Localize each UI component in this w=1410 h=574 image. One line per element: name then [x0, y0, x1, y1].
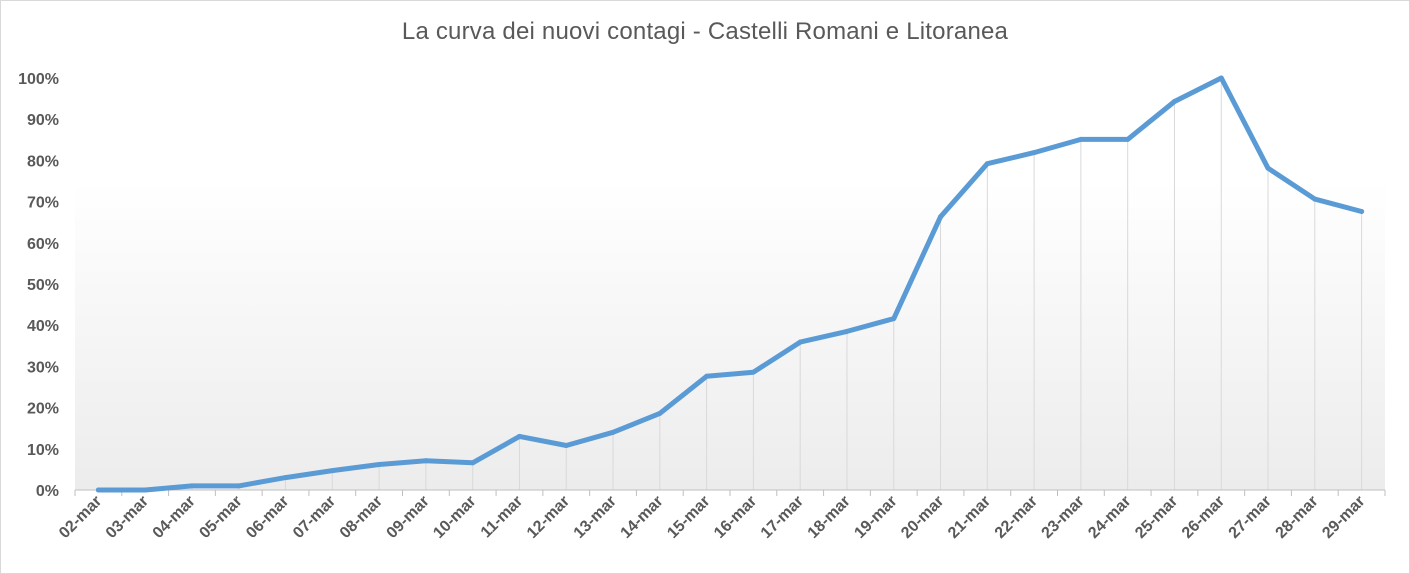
- x-tick-label: 09-mar: [384, 493, 433, 542]
- y-tick-label: 0%: [36, 483, 59, 500]
- y-tick-label: 10%: [27, 442, 59, 459]
- y-tick-label: 50%: [27, 277, 59, 294]
- data-point: [142, 487, 148, 493]
- x-tick-label: 28-mar: [1273, 493, 1322, 542]
- data-point: [657, 410, 663, 416]
- x-tick-label: 13-mar: [571, 493, 620, 542]
- x-tick-label: 08-mar: [337, 493, 386, 542]
- data-point: [1359, 208, 1365, 214]
- x-tick-label: 20-mar: [898, 493, 947, 542]
- data-point: [891, 316, 897, 322]
- data-point: [329, 468, 335, 474]
- x-tick-label: 19-mar: [851, 493, 900, 542]
- data-point: [470, 460, 476, 466]
- y-tick-label: 60%: [27, 236, 59, 253]
- x-tick-label: 03-mar: [103, 493, 152, 542]
- x-tick-label: 27-mar: [1226, 493, 1275, 542]
- x-tick-label: 02-mar: [56, 493, 105, 542]
- y-tick-label: 40%: [27, 318, 59, 335]
- y-tick-label: 90%: [27, 112, 59, 129]
- data-point: [938, 214, 944, 220]
- data-point: [1171, 98, 1177, 104]
- x-tick-label: 14-mar: [618, 493, 667, 542]
- chart-title: La curva dei nuovi contagi - Castelli Ro…: [401, 18, 1009, 45]
- data-point: [236, 483, 242, 489]
- x-tick-label: 17-mar: [758, 493, 807, 542]
- data-point: [750, 369, 756, 375]
- x-tick-label: 18-mar: [805, 493, 854, 542]
- data-point: [1078, 136, 1084, 142]
- data-point: [984, 161, 990, 167]
- y-tick-label: 20%: [27, 401, 59, 418]
- data-point: [704, 373, 710, 379]
- data-point: [283, 475, 289, 481]
- x-tick-label: 25-mar: [1132, 493, 1181, 542]
- plot-area: [75, 78, 1385, 490]
- x-tick-label: 04-mar: [150, 493, 199, 542]
- series-line: [95, 75, 1365, 493]
- data-point: [95, 487, 101, 493]
- data-point: [1031, 150, 1037, 156]
- y-tick-label: 70%: [27, 195, 59, 212]
- x-tick-label: 05-mar: [196, 493, 245, 542]
- data-point: [1218, 75, 1224, 81]
- x-tick-label: 23-mar: [1039, 493, 1088, 542]
- y-tick-label: 100%: [18, 71, 59, 88]
- data-point: [1265, 165, 1271, 171]
- data-point: [423, 458, 429, 464]
- x-tick-label: 11-mar: [478, 493, 527, 542]
- data-point: [516, 433, 522, 439]
- x-tick-label: 10-mar: [430, 493, 479, 542]
- data-point: [610, 429, 616, 435]
- x-tick-label: 22-mar: [992, 493, 1041, 542]
- x-tick-label: 06-mar: [243, 493, 292, 542]
- data-point: [189, 483, 195, 489]
- x-tick-label: 07-mar: [290, 493, 339, 542]
- x-tick-label: 29-mar: [1319, 493, 1368, 542]
- data-point: [1312, 196, 1318, 202]
- data-point: [563, 443, 569, 449]
- x-tick-label: 24-mar: [1085, 493, 1134, 542]
- x-tick-label: 26-mar: [1179, 493, 1228, 542]
- data-point: [797, 339, 803, 345]
- y-tick-label: 30%: [27, 359, 59, 376]
- x-tick-label: 16-mar: [711, 493, 760, 542]
- data-point: [844, 328, 850, 334]
- x-tick-label: 21-mar: [945, 493, 994, 542]
- x-tick-label: 15-mar: [664, 493, 713, 542]
- data-point: [1125, 136, 1131, 142]
- x-tick-label: 12-mar: [524, 493, 573, 542]
- y-tick-label: 80%: [27, 153, 59, 170]
- data-point: [376, 461, 382, 467]
